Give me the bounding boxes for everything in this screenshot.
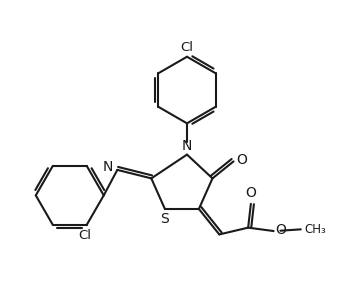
Text: O: O [236, 153, 247, 167]
Text: Cl: Cl [79, 229, 91, 242]
Text: S: S [160, 212, 169, 226]
Text: Cl: Cl [181, 41, 193, 54]
Text: O: O [245, 187, 256, 200]
Text: O: O [275, 223, 286, 237]
Text: CH₃: CH₃ [304, 223, 326, 236]
Text: N: N [182, 139, 192, 153]
Text: N: N [103, 160, 113, 174]
